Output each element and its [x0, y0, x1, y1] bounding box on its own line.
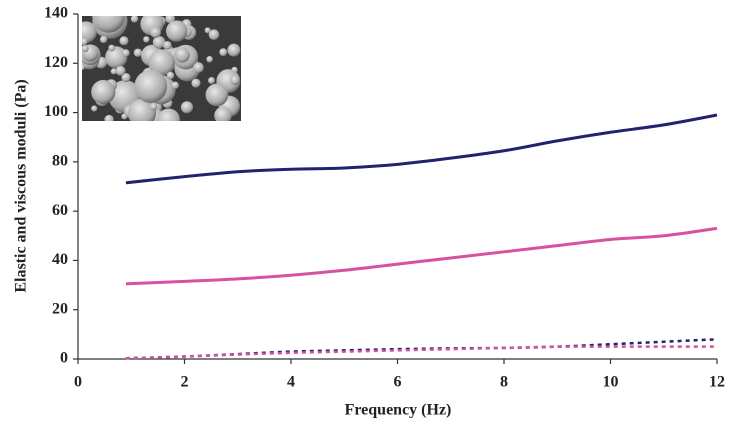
sphere: [81, 45, 88, 52]
sphere: [91, 105, 97, 111]
sphere: [134, 49, 142, 57]
sphere: [100, 36, 107, 43]
sphere: [104, 115, 113, 124]
sphere: [163, 41, 172, 50]
sphere: [122, 49, 130, 57]
sphere: [150, 27, 161, 38]
sphere: [79, 64, 85, 70]
sphere: [206, 56, 213, 63]
x-axis-label: Frequency (Hz): [345, 402, 452, 419]
sphere: [157, 109, 180, 132]
sphere: [206, 84, 229, 107]
y-tick-label: 120: [44, 54, 68, 71]
sphere: [91, 80, 115, 104]
sphere: [81, 38, 88, 45]
x-tick-label: 10: [603, 374, 619, 391]
y-tick-label: 40: [52, 251, 68, 268]
sphere: [134, 70, 167, 103]
dashed-line: [126, 347, 717, 359]
solid-line: [126, 228, 717, 283]
sphere: [116, 66, 126, 76]
x-tick-label: 12: [709, 374, 725, 391]
sphere: [181, 101, 193, 113]
sphere: [167, 72, 175, 80]
sphere: [105, 46, 127, 68]
inset-image: [75, 0, 241, 131]
y-tick-label: 0: [60, 350, 68, 367]
sphere: [143, 36, 149, 42]
chart: Elastic and viscous moduli (Pa) Frequenc…: [0, 0, 729, 425]
y-tick-label: 80: [52, 153, 68, 170]
y-tick-label: 140: [44, 5, 68, 22]
y-axis-label: Elastic and viscous moduli (Pa): [13, 79, 30, 292]
y-tick-label: 20: [52, 300, 68, 317]
y-tick-label: 100: [44, 103, 68, 120]
sphere: [128, 99, 156, 127]
x-tick-label: 2: [181, 374, 189, 391]
sphere: [209, 29, 220, 40]
sphere: [219, 48, 227, 56]
sphere: [92, 0, 125, 33]
x-tick-label: 8: [500, 374, 508, 391]
x-tick-label: 4: [287, 374, 295, 391]
solid-line: [126, 115, 717, 183]
sphere: [119, 36, 128, 45]
sphere: [150, 103, 157, 110]
sphere: [227, 44, 240, 57]
x-tick-label: 6: [394, 374, 402, 391]
sphere: [214, 107, 232, 125]
y-tick-label: 60: [52, 202, 68, 219]
sphere: [208, 77, 215, 84]
sphere: [230, 75, 240, 85]
sphere: [108, 45, 115, 52]
sphere: [193, 62, 204, 73]
sphere: [172, 82, 179, 89]
sphere: [166, 20, 187, 41]
sphere: [131, 15, 138, 22]
sphere: [175, 47, 190, 62]
x-tick-label: 0: [74, 374, 82, 391]
